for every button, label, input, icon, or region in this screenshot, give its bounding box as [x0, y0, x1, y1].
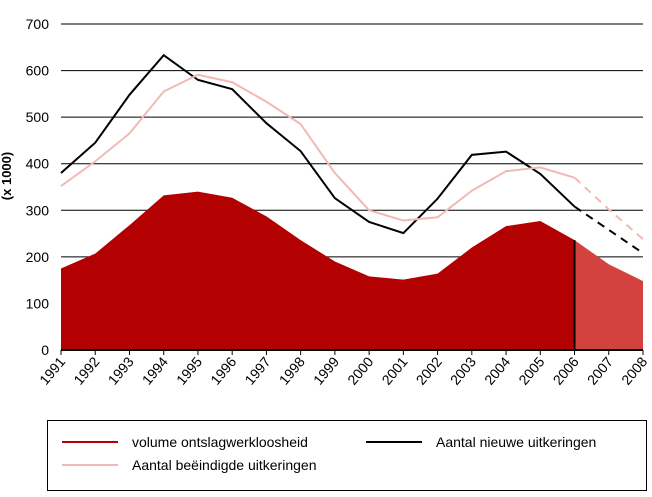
legend: volume ontslagwerkloosheid Aantal nieuwe…: [47, 420, 647, 491]
legend-label-ended: Aantal beëindigde uitkeringen: [132, 457, 317, 473]
x-tick-label-2004: 2004: [481, 353, 513, 387]
legend-item-ended: Aantal beëindigde uitkeringen: [62, 457, 316, 473]
x-axis-ticks: 1991 1992 1993 1994 1995 1996 1997 1998 1999 2000…: [36, 350, 650, 388]
line-ended-forecast: [573, 176, 644, 240]
x-tick-label-1997: 1997: [241, 353, 273, 387]
x-tick-label-2005: 2005: [515, 353, 547, 387]
line-ended-actual: [60, 73, 575, 222]
x-tick-label-1993: 1993: [104, 353, 136, 387]
y-tick-label-300: 300: [26, 202, 50, 218]
x-tick-label-1999: 1999: [310, 353, 342, 387]
line-new-actual: [60, 53, 576, 235]
y-axis-ticks: 0 100 200 300 400 500 600 700: [26, 16, 50, 358]
legend-label-new: Aantal nieuwe uitkeringen: [436, 434, 597, 450]
y-tick-label-200: 200: [26, 249, 50, 265]
x-tick-label-2001: 2001: [378, 353, 410, 387]
x-tick-label-1995: 1995: [173, 353, 205, 387]
y-axis-label: (x 1000): [0, 152, 14, 200]
y-tick-label-100: 100: [26, 295, 50, 311]
y-tick-label-600: 600: [26, 63, 50, 79]
x-tick-label-2008: 2008: [618, 353, 650, 387]
y-tick-label-0: 0: [41, 342, 49, 358]
y-tick-label-700: 700: [26, 16, 50, 32]
x-tick-label-1996: 1996: [207, 353, 239, 387]
x-tick-label-2006: 2006: [550, 353, 582, 387]
legend-label-volume: volume ontslagwerkloosheid: [132, 434, 308, 450]
y-tick-label-400: 400: [26, 156, 50, 172]
x-tick-label-1991: 1991: [36, 353, 68, 387]
x-tick-label-1994: 1994: [139, 353, 171, 387]
x-tick-label-2000: 2000: [344, 353, 376, 387]
area-volume-forecast: [574, 240, 643, 350]
lines-layer: [60, 53, 644, 254]
legend-item-new: Aantal nieuwe uitkeringen: [366, 434, 596, 450]
legend-swatch-ended: [62, 464, 118, 466]
area-volume-actual: [61, 191, 575, 350]
y-tick-label-500: 500: [26, 109, 50, 125]
x-tick-label-2003: 2003: [447, 353, 479, 387]
x-tick-label-2007: 2007: [584, 353, 616, 387]
x-tick-label-1992: 1992: [70, 353, 102, 387]
line-new-forecast: [573, 205, 644, 254]
legend-swatch-volume: [62, 441, 118, 443]
x-tick-label-2002: 2002: [413, 353, 445, 387]
x-tick-label-1998: 1998: [276, 353, 308, 387]
legend-item-volume: volume ontslagwerkloosheid: [62, 434, 308, 450]
legend-swatch-new: [366, 441, 422, 443]
area-layer: [61, 191, 643, 351]
